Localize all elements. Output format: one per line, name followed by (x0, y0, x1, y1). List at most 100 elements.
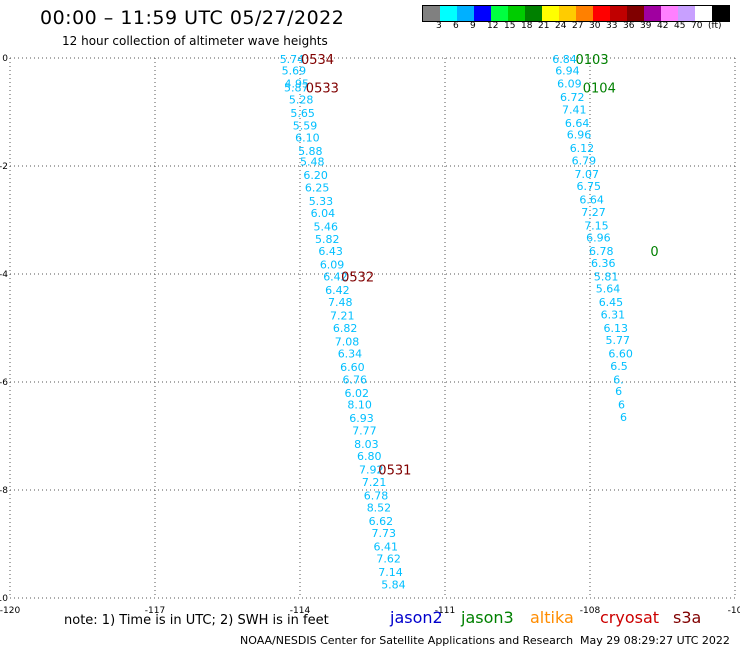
legend-swatch (542, 6, 559, 21)
swh-value-label: 6.78 (589, 245, 614, 258)
swh-value-label: 7.21 (362, 476, 387, 489)
swh-value-label: 7.27 (581, 206, 606, 219)
satellite-altika: altika (530, 608, 574, 627)
chart-title: 00:00 – 11:59 UTC 05/27/2022 (40, 7, 345, 29)
swh-value-label: 6.64 (565, 117, 590, 130)
y-tick-label: -10 (0, 594, 8, 604)
swh-value-label: 5.74 (280, 53, 305, 66)
swh-value-label: 6.76 (343, 373, 368, 386)
x-tick-label: -114 (290, 606, 311, 616)
swh-value-label: 7.92 (359, 463, 384, 476)
legend-swatch (474, 6, 491, 21)
legend-label: 6 (453, 21, 459, 31)
swh-value-label: 7.15 (584, 219, 609, 232)
swh-value-label: 7.62 (376, 553, 401, 566)
timestamp-text: May 29 08:29:27 UTC 2022 (580, 634, 730, 647)
swh-value-label: 6.60 (608, 347, 633, 360)
swh-value-label: 6.79 (572, 155, 597, 168)
swh-value-label: 5.59 (293, 120, 318, 133)
legend-swatch (508, 6, 525, 21)
swh-value-label: 6.64 (579, 193, 604, 206)
swh-value-label: 7.77 (352, 425, 377, 438)
swh-value-label: 5.81 (594, 271, 619, 284)
swh-value-label: 7.14 (378, 566, 403, 579)
swh-value-label: 6.10 (295, 131, 320, 144)
legend-label: 42 (657, 21, 669, 31)
swh-value-label: 8.10 (347, 399, 372, 412)
legend-swatch (678, 6, 695, 21)
swh-value-label: 6.72 (560, 91, 585, 104)
legend-label: 24 (555, 21, 567, 31)
swh-value-label: 6.82 (333, 322, 358, 335)
swh-value-label: 6.93 (349, 412, 374, 425)
swh-value-label: 6.41 (373, 541, 398, 554)
legend-swatch (593, 6, 610, 21)
swh-value-label: 6.43 (318, 245, 343, 258)
time-label: 0534 (301, 53, 334, 68)
swh-value-label: 6.25 (305, 182, 330, 195)
x-tick-label: -108 (580, 606, 601, 616)
legend-swatch (627, 6, 644, 21)
legend-label: 33 (606, 21, 618, 31)
swh-value-label: 5.69 (282, 64, 307, 77)
legend-swatch (576, 6, 593, 21)
swh-value-label: 8.03 (354, 438, 379, 451)
legend-swatch (644, 6, 661, 21)
swh-value-label: 5.87 (284, 82, 309, 95)
satellite-cryosat: cryosat (600, 608, 660, 627)
swh-value-label: 6. (613, 373, 624, 386)
legend-swatch (559, 6, 576, 21)
swh-value-label: 7.73 (372, 527, 397, 540)
legend-label: 36 (623, 21, 635, 31)
y-tick-label: -8 (0, 486, 8, 496)
swh-value-label: 5.64 (596, 283, 621, 296)
swh-value-label: 6.36 (591, 257, 616, 270)
y-tick-label: -6 (0, 378, 8, 388)
legend-label: 3 (436, 21, 442, 31)
x-tick-label: -10 (728, 606, 740, 616)
swh-value-label: 7.48 (328, 296, 353, 309)
time-label: 0532 (341, 271, 374, 286)
swh-value-label: 5.33 (309, 195, 334, 208)
legend-label: 15 (504, 21, 516, 31)
swh-value-label: 6.04 (311, 207, 336, 220)
legend-label: 21 (538, 21, 550, 31)
swh-value-label: 5.46 (314, 220, 339, 233)
swh-value-label: 5.65 (290, 107, 315, 120)
swh-value-label: 5.88 (298, 145, 323, 158)
swh-value-label: 7.07 (575, 168, 600, 181)
y-tick-label: -2 (0, 162, 8, 172)
swh-value-label: 5.82 (315, 233, 340, 246)
satellite-jason2: jason2 (390, 608, 443, 627)
swh-value-label: 6.31 (601, 309, 626, 322)
legend-swatch (610, 6, 627, 21)
swh-value-label: 6 (620, 411, 627, 424)
legend-label: 27 (572, 21, 584, 31)
time-label: 0533 (306, 82, 339, 97)
legend-swatch (423, 6, 440, 21)
legend-swatch (440, 6, 457, 21)
swh-value-label: 6.80 (357, 450, 382, 463)
swh-value-label: 5.48 (300, 156, 325, 169)
swh-value-label: 4.95 (285, 77, 310, 90)
swh-value-label: 6 (615, 385, 622, 398)
satellite-jason3: jason3 (461, 608, 514, 627)
chart-subtitle: 12 hour collection of altimeter wave hei… (62, 34, 328, 48)
y-tick-label: 0 (2, 54, 8, 64)
swh-value-label: 6.09 (320, 258, 345, 271)
swh-value-label: 6.94 (555, 64, 580, 77)
legend-swatch (712, 6, 729, 21)
color-scale-legend (422, 5, 730, 22)
legend-label: 9 (470, 21, 476, 31)
swh-value-label: 7.21 (330, 310, 355, 323)
swh-value-label: 6.42 (323, 271, 348, 284)
swh-value-label: 6.34 (338, 347, 363, 360)
legend-swatch (525, 6, 542, 21)
swh-value-label: 5.77 (605, 334, 630, 347)
x-tick-label: -117 (145, 606, 165, 616)
swh-value-label: 6.45 (599, 296, 624, 309)
swh-value-label: 6.62 (369, 515, 394, 528)
swh-value-label: 6.12 (570, 142, 595, 155)
swh-value-label: 5.84 (381, 579, 406, 592)
